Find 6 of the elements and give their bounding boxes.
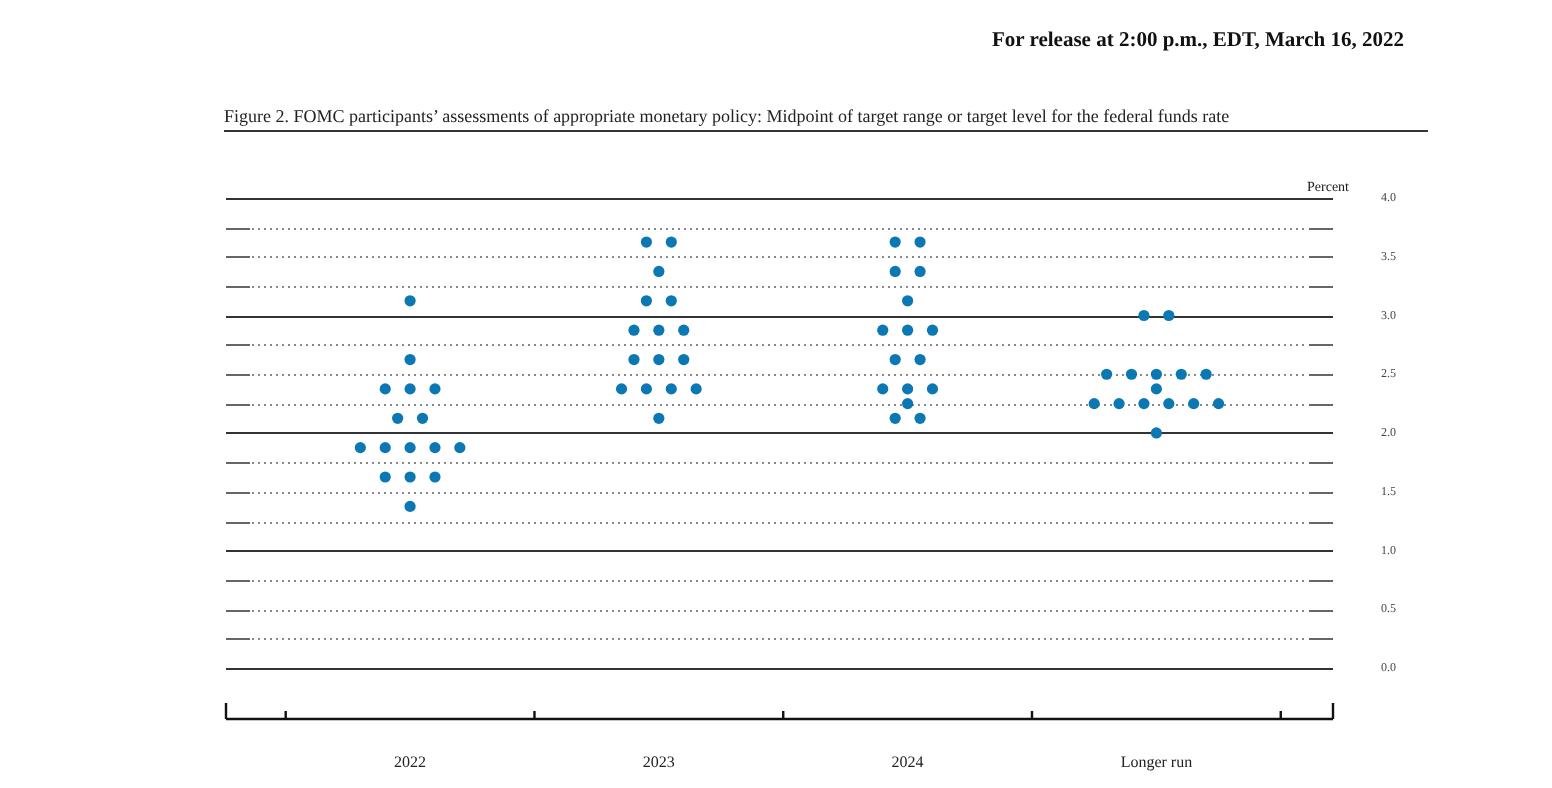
text: For release at 2:00 p.m., EDT, March 16, 2022 xyxy=(992,30,1404,52)
x-tick-label: 2022 xyxy=(394,752,427,771)
x-tick-label: Longer run xyxy=(1120,752,1193,771)
chart-title: Figure 2. FOMC participants’ assessments of appropriate monetary policy: Midpoint of target range or target level for the federal funds rate xyxy=(224,106,1428,132)
x-tick-label: 2024 xyxy=(891,752,924,771)
x-tick-label: 2023 xyxy=(642,752,675,771)
